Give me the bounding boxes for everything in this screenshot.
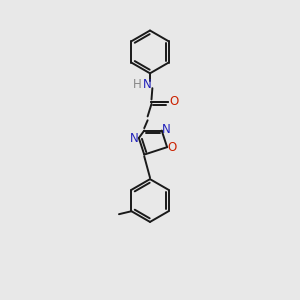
Text: H: H	[133, 78, 142, 91]
Text: N: N	[162, 123, 171, 136]
Text: O: O	[169, 95, 178, 108]
Text: O: O	[167, 141, 177, 154]
Text: N: N	[130, 132, 139, 145]
Text: N: N	[143, 78, 152, 91]
